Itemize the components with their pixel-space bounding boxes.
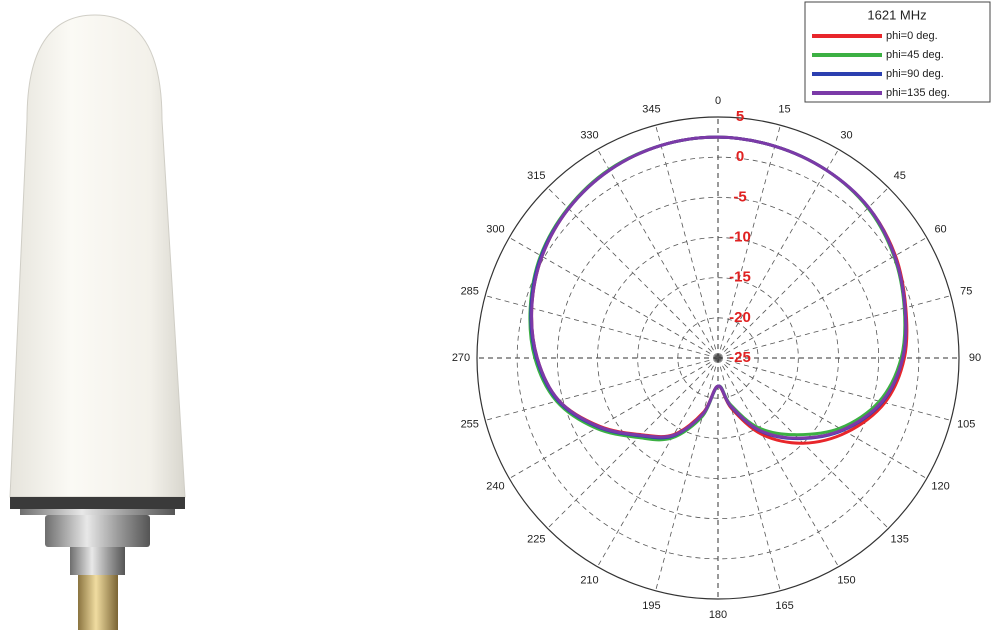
angle-tick-label: 165 bbox=[775, 600, 793, 612]
ring bbox=[516, 156, 920, 560]
spoke bbox=[547, 187, 719, 359]
angle-tick-label: 285 bbox=[461, 285, 479, 297]
r-tick-label: 5 bbox=[736, 108, 744, 125]
legend-label: phi=45 deg. bbox=[886, 49, 944, 61]
r-tick-label: -10 bbox=[729, 228, 751, 245]
r-tick-label: -5 bbox=[733, 188, 746, 205]
ring bbox=[637, 277, 799, 439]
r-tick-label: -15 bbox=[729, 269, 751, 286]
angle-tick-label: 330 bbox=[580, 129, 598, 141]
legend: 1621 MHz phi=0 deg. phi=45 deg. phi=90 deg… bbox=[804, 1, 991, 103]
r-tick-label: -20 bbox=[729, 309, 751, 326]
legend-title: 1621 MHz bbox=[867, 7, 926, 22]
legend-label: phi=0 deg. bbox=[886, 30, 938, 42]
r-tick-label: 0 bbox=[736, 148, 744, 165]
spoke bbox=[655, 125, 719, 359]
pattern-line bbox=[530, 135, 908, 440]
angle-tick-label: 105 bbox=[957, 418, 975, 430]
angle-tick-label: 30 bbox=[840, 129, 852, 141]
angle-tick-label: 135 bbox=[891, 534, 909, 546]
spoke bbox=[717, 295, 951, 359]
angle-tick-label: 300 bbox=[486, 223, 504, 235]
ring bbox=[476, 116, 960, 600]
angle-tick-label: 45 bbox=[894, 170, 906, 182]
r-tick-label: -25 bbox=[729, 349, 751, 366]
angle-tick-label: 120 bbox=[931, 480, 949, 492]
angle-tick-label: 345 bbox=[642, 104, 660, 116]
angle-tick-label: 0 bbox=[715, 95, 721, 107]
ring bbox=[597, 237, 839, 479]
angle-tick-label: 15 bbox=[778, 104, 790, 116]
legend-label: phi=90 deg. bbox=[886, 68, 944, 80]
angle-tick-label: 195 bbox=[642, 600, 660, 612]
angle-tick-label: 150 bbox=[837, 574, 855, 586]
ring bbox=[556, 196, 880, 520]
angle-tick-label: 315 bbox=[527, 170, 545, 182]
angle-tick-label: 180 bbox=[709, 609, 727, 621]
angle-tick-label: 75 bbox=[960, 285, 972, 297]
angle-tick-label: 225 bbox=[527, 534, 545, 546]
angle-tick-label: 240 bbox=[486, 480, 504, 492]
pattern-line bbox=[528, 135, 907, 442]
angle-tick-label: 60 bbox=[934, 223, 946, 235]
angle-tick-label: 90 bbox=[969, 352, 981, 364]
polar-plot: 0 15 30 45 60 75 90 105 120 135 150 165 180 195 210 225… bbox=[452, 95, 981, 621]
ring bbox=[677, 317, 759, 399]
angle-tick-label: 210 bbox=[580, 574, 598, 586]
pattern-line bbox=[530, 135, 909, 445]
angle-tick-label: 270 bbox=[452, 352, 470, 364]
angle-tick-label: 255 bbox=[461, 418, 479, 430]
legend-label: phi=135 deg. bbox=[886, 87, 950, 99]
antenna-photo bbox=[9, 14, 186, 630]
